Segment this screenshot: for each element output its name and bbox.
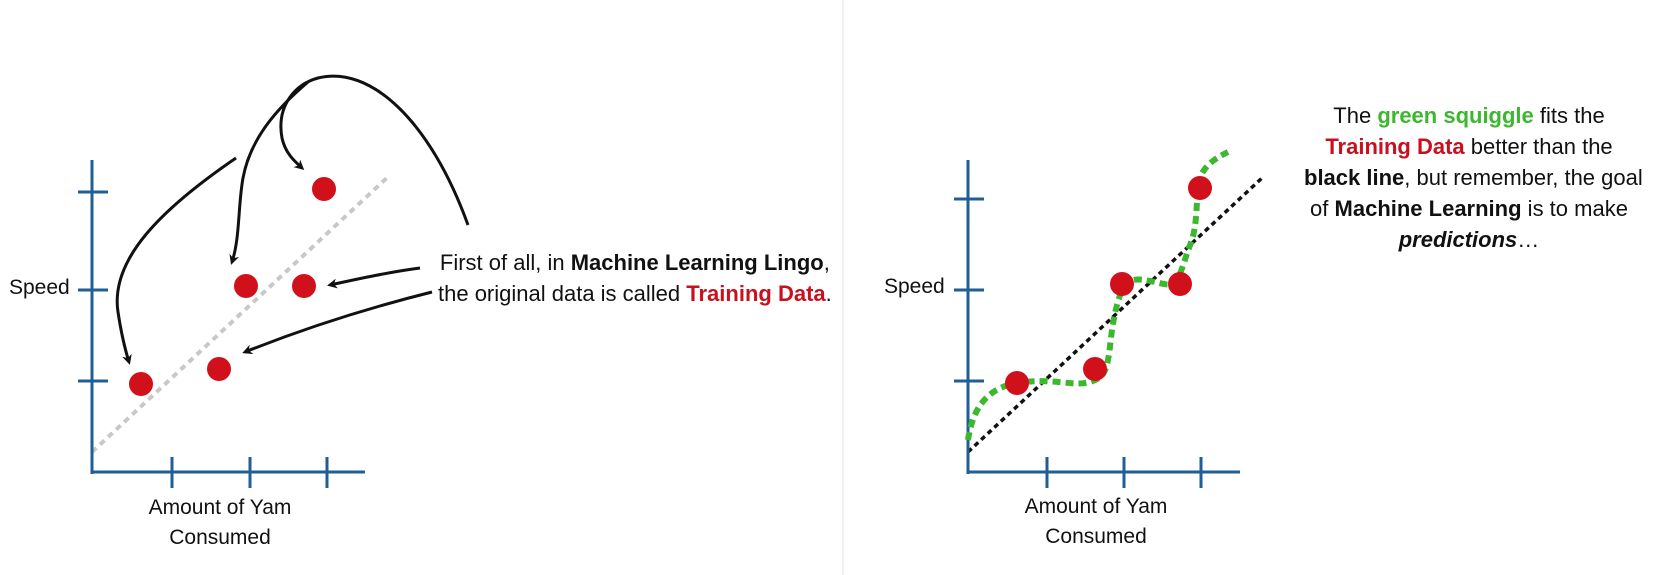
data-point xyxy=(207,357,231,381)
data-point xyxy=(292,274,316,298)
caption-line: First of all, in Machine Learning Lingo, xyxy=(439,250,830,275)
caption-line: of Machine Learning is to make xyxy=(1310,196,1628,221)
green-squiggle xyxy=(965,149,1230,441)
data-point xyxy=(234,274,258,298)
left-plot xyxy=(78,74,470,488)
data-point xyxy=(129,372,153,396)
data-point xyxy=(1110,272,1134,296)
curved-arrow-icon xyxy=(115,74,470,365)
x-axis-label: Amount of Yam Consumed xyxy=(140,493,300,553)
x-axis-label-line2: Consumed xyxy=(169,526,271,549)
data-point xyxy=(1168,272,1192,296)
left-caption: First of all, in Machine Learning Lingo,… xyxy=(438,247,832,309)
y-axis-label: Speed xyxy=(884,275,945,298)
y-axis-label: Speed xyxy=(9,276,70,299)
caption-line: black line, but remember, the goal xyxy=(1304,165,1643,190)
caption-line: Training Data better than the xyxy=(1325,134,1613,159)
x-axis-label: Amount of Yam Consumed xyxy=(1016,492,1176,552)
x-axis-label-line2: Consumed xyxy=(1045,525,1147,548)
data-point xyxy=(1083,357,1107,381)
data-point xyxy=(1188,176,1212,200)
left-panel: Speed Amount of Yam Consumed First of al… xyxy=(9,74,832,553)
caption-line: predictions… xyxy=(1398,227,1540,252)
x-axis-label-line1: Amount of Yam xyxy=(1024,495,1168,518)
caption-line: the original data is called Training Dat… xyxy=(438,281,832,306)
caption-line: The green squiggle fits the xyxy=(1333,103,1605,128)
black-line xyxy=(966,176,1264,454)
right-plot xyxy=(954,149,1264,488)
panel-divider xyxy=(842,0,844,575)
x-axis-label-line1: Amount of Yam xyxy=(148,496,292,519)
data-point xyxy=(312,177,336,201)
right-panel: Speed Amount of Yam Consumed The green s… xyxy=(844,0,1658,575)
right-caption: The green squiggle fits the Training Dat… xyxy=(1304,100,1643,255)
fitted-line xyxy=(90,173,392,454)
data-point xyxy=(1005,371,1029,395)
